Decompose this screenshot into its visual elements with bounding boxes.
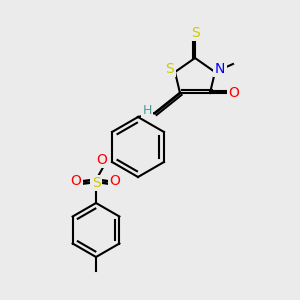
Text: S: S — [92, 176, 100, 190]
Text: H: H — [142, 103, 152, 116]
Text: O: O — [229, 86, 239, 100]
Text: O: O — [70, 174, 82, 188]
Text: O: O — [97, 153, 107, 167]
Text: O: O — [110, 174, 121, 188]
Text: N: N — [215, 62, 225, 76]
Text: S: S — [190, 26, 200, 40]
Text: S: S — [166, 62, 174, 76]
